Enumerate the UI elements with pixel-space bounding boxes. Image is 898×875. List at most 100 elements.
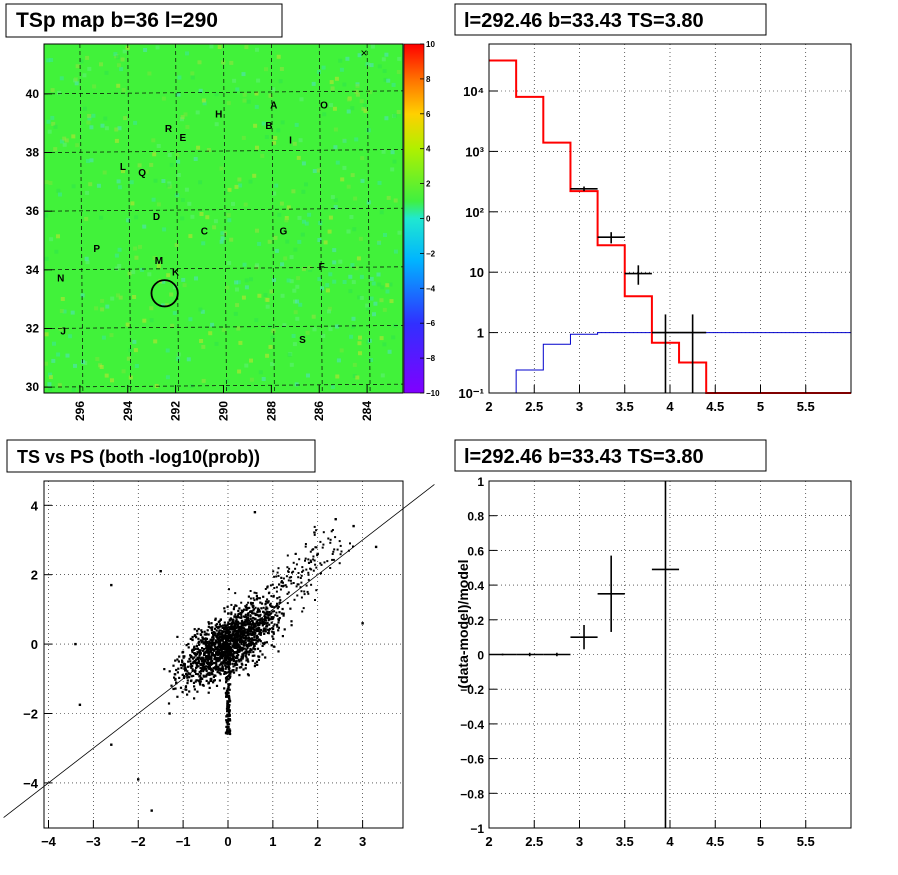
- scatter-point: [248, 644, 251, 647]
- scatter-point: [243, 621, 246, 624]
- scatter-point: [228, 588, 230, 591]
- scatter-point: [210, 667, 213, 670]
- tsmap-noise-cell: [387, 349, 392, 354]
- tsmap-source-label: C: [201, 227, 208, 238]
- scatter-point: [193, 697, 196, 700]
- tsmap-noise-cell: [201, 98, 206, 103]
- scatter-point: [244, 615, 247, 618]
- tsmap-colorbar-tick-label: −8: [426, 354, 436, 363]
- scatter-point: [259, 601, 262, 604]
- scatter-point: [290, 576, 293, 579]
- scatter-point: [333, 548, 336, 551]
- tsmap-noise-cell: [235, 287, 239, 292]
- scatter-point: [200, 667, 203, 671]
- tsmap-noise-cell: [152, 152, 157, 157]
- scatter-point: [277, 605, 280, 608]
- scatter-point: [163, 668, 166, 671]
- scatter-point: [216, 671, 219, 674]
- tsmap-noise-cell: [258, 370, 263, 375]
- scatter-point: [195, 663, 198, 666]
- scatter-point: [201, 677, 204, 680]
- tsmap-noise-cell: [312, 327, 317, 332]
- tsmap-noise-cell: [289, 279, 294, 284]
- tsmap-noise-cell: [117, 247, 122, 252]
- scatter-point: [208, 643, 211, 646]
- scatter-point: [229, 633, 232, 636]
- tsmap-noise-cell: [149, 318, 154, 323]
- tsmap-noise-cell: [165, 375, 170, 380]
- scatter-point: [272, 616, 275, 619]
- tsmap-noise-cell: [46, 119, 51, 124]
- tsmap-noise-cell: [198, 180, 203, 185]
- tsmap-noise-cell: [132, 295, 137, 299]
- tsmap-noise-cell: [127, 271, 132, 276]
- scatter-point: [272, 637, 275, 640]
- scatter-point: [309, 550, 312, 553]
- scatter-point: [199, 678, 202, 681]
- tsmap-noise-cell: [180, 115, 185, 120]
- tsmap-colorbar-tick-label: −10: [426, 389, 440, 398]
- scatter-point: [197, 637, 200, 640]
- scatter-point: [208, 641, 212, 644]
- tsmap-noise-cell: [320, 286, 324, 291]
- tsmap-noise-cell: [190, 71, 195, 76]
- scatter-point: [210, 658, 213, 661]
- tsmap-colorbar-tick-label: 4: [426, 145, 431, 154]
- residual-x-tick-label: 3.5: [616, 834, 634, 849]
- scatter-point: [220, 649, 223, 652]
- tsmap-noise-cell: [298, 138, 303, 143]
- tsmap-noise-cell: [351, 280, 356, 285]
- spectrum-x-tick-label: 5.5: [797, 399, 815, 414]
- tsmap-latitude-line: [43, 90, 404, 95]
- scatter-point: [210, 628, 213, 631]
- scatter-point: [234, 592, 237, 595]
- scatter-point: [329, 567, 332, 569]
- scatter-point: [177, 660, 180, 663]
- scatter-point: [198, 649, 201, 652]
- tsmap-longitude-line: [127, 43, 132, 394]
- scatter-point: [225, 715, 228, 718]
- scatter-point: [208, 655, 211, 658]
- scatter-point: [213, 649, 216, 652]
- scatter-point: [240, 642, 243, 645]
- scatter-point: [252, 621, 254, 624]
- scatter-point: [220, 669, 223, 672]
- scatter-point: [251, 642, 254, 645]
- scatter-point: [245, 603, 248, 606]
- scatter-point: [240, 616, 243, 619]
- scatter-point: [273, 623, 276, 626]
- tsmap-noise-cell: [86, 120, 91, 125]
- scatter-point: [191, 657, 194, 660]
- tsmap-noise-cell: [352, 362, 357, 367]
- scatter-point: [251, 637, 254, 640]
- tsmap-noise-cell: [131, 270, 136, 275]
- tsmap-noise-cell: [328, 327, 333, 332]
- scatter-point: [256, 597, 259, 600]
- tsmap-noise-cell: [147, 71, 152, 76]
- scatter-point: [252, 597, 255, 600]
- tsmap-noise-cell: [267, 239, 272, 244]
- scatter-point: [246, 622, 249, 625]
- tsmap-noise-cell: [292, 141, 297, 146]
- scatter-point: [220, 638, 223, 642]
- scatter-point: [223, 687, 226, 690]
- tsmap-noise-cell: [47, 129, 52, 134]
- scatter-point: [258, 655, 261, 658]
- tsmap-noise-cell: [376, 272, 381, 277]
- scatter-point: [215, 623, 218, 626]
- scatter-point: [243, 624, 246, 627]
- tsmap-noise-cell: [348, 289, 353, 294]
- scatter-point: [262, 630, 265, 633]
- scatter-point: [220, 662, 223, 665]
- scatter-point: [229, 675, 232, 678]
- tsmap-noise-cell: [382, 342, 387, 347]
- scatter-point: [193, 646, 196, 649]
- tsmap-noise-cell: [330, 384, 335, 389]
- scatter-point: [330, 530, 333, 533]
- scatter-point: [214, 641, 217, 644]
- scatter-point: [247, 632, 250, 635]
- tsmap-noise-cell: [367, 90, 372, 95]
- scatter-outlier-point: [110, 743, 113, 746]
- tsmap-noise-cell: [209, 44, 214, 49]
